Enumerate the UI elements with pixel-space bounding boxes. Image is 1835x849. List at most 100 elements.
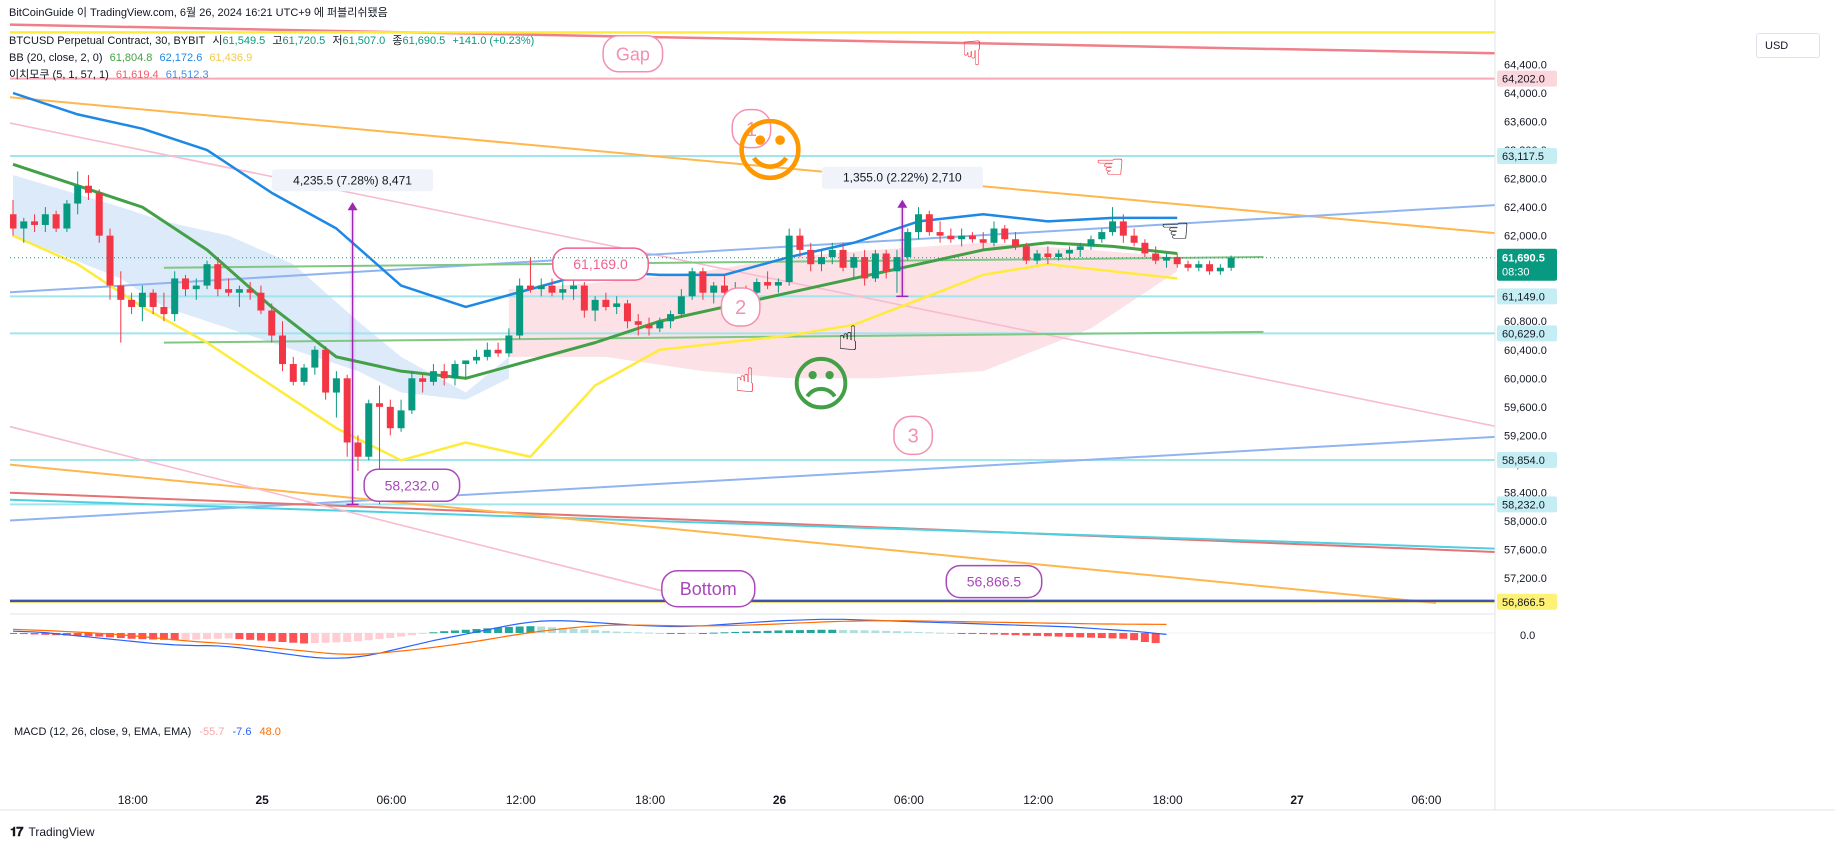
candle-body <box>764 282 772 286</box>
candle-body <box>839 249 847 268</box>
macd-hist-bar <box>1087 633 1095 638</box>
candle-body <box>623 303 631 322</box>
price-tick-label: 57,200.0 <box>1504 573 1547 585</box>
trend-line <box>10 122 1495 428</box>
callout-text: Gap <box>616 44 650 64</box>
candle-body <box>667 314 675 322</box>
macd-hist-bar <box>397 633 406 637</box>
level-price-label: 56,866.5 <box>1502 597 1545 609</box>
level-price-label: 60,629.0 <box>1502 328 1545 340</box>
level-price-label: 64,202.0 <box>1502 74 1545 86</box>
callout-text: 56,866.5 <box>967 574 1022 590</box>
macd-hist-bar <box>224 633 233 639</box>
callout: 58,232.0 <box>363 468 461 503</box>
candle-body <box>785 235 793 283</box>
macd-hist-bar <box>515 626 524 633</box>
candle-body <box>645 324 653 329</box>
currency-selector[interactable]: USD <box>1756 33 1820 58</box>
time-tick-label: 18:00 <box>1153 793 1183 807</box>
ohlc-high: 고61,720.5 <box>272 35 326 47</box>
price-tick-label: 60,000.0 <box>1504 373 1547 385</box>
brand-label: TradingView <box>28 825 95 839</box>
candle-body <box>516 285 524 336</box>
macd-hist-bar <box>332 633 341 643</box>
level-price-label: 58,232.0 <box>1502 499 1545 511</box>
candle-body <box>774 282 782 286</box>
macd-hist-bar <box>828 629 837 633</box>
measure-label: 1,355.0 (2.22%) 2,710 <box>843 171 962 185</box>
callout: Gap <box>602 35 664 73</box>
measure-label: 4,235.5 (7.28%) 8,471 <box>293 173 412 187</box>
candle-body <box>462 360 470 365</box>
candle-body <box>440 371 448 379</box>
macd-hist-bar <box>181 633 190 640</box>
candle-body <box>807 249 815 265</box>
callout: 3 <box>893 415 934 456</box>
candle-body <box>796 235 804 250</box>
candle-body <box>1173 257 1181 265</box>
macd-hist-bar <box>537 626 546 633</box>
macd-hist-bar <box>1043 633 1052 637</box>
candle-body <box>1130 235 1138 243</box>
candle-body <box>1001 228 1009 240</box>
macd-hist-bar <box>785 630 794 633</box>
candle-body <box>343 378 351 443</box>
candle-body <box>95 192 103 236</box>
macd-hist-bar <box>1130 633 1139 641</box>
macd-hist-bar <box>731 631 740 633</box>
price-tick-label: 64,000.0 <box>1504 88 1547 100</box>
macd-hist-bar <box>440 631 449 633</box>
callout-box <box>720 287 761 327</box>
candle-body <box>1033 253 1041 261</box>
macd-hist-bar <box>84 633 93 637</box>
time-tick-label: 06:00 <box>894 793 924 807</box>
candle-body <box>1076 246 1084 250</box>
candle-body <box>10 214 17 229</box>
candle-body <box>1141 242 1149 254</box>
time-tick-label: 27 <box>1290 793 1304 807</box>
macd-hist-bar <box>429 632 438 634</box>
candle-body <box>1044 253 1052 258</box>
time-tick-label: 12:00 <box>1023 793 1053 807</box>
candle-body <box>160 306 168 315</box>
ichimoku-legend[interactable]: 이치모쿠 (5, 1, 57, 1) 61,619.4 61,512.3 <box>9 68 213 82</box>
macd-hist-bar <box>170 633 179 641</box>
macd-hist-bar <box>203 633 212 640</box>
candle-body <box>257 292 265 311</box>
bar-countdown: 08:30 <box>1502 267 1530 279</box>
last-price-label: 61,690.5 <box>1502 253 1545 265</box>
candle-body <box>20 221 28 229</box>
trend-line <box>10 435 1495 522</box>
candle-body <box>634 321 642 325</box>
candle-body <box>1184 264 1192 268</box>
symbol-name[interactable]: BTCUSD Perpetual Contract, 30, BYBIT <box>9 35 206 47</box>
callout-box <box>661 569 756 608</box>
bb-upper-value: 62,172.6 <box>159 52 203 64</box>
candle-body <box>677 296 685 315</box>
footer-brand[interactable]: 𝟏𝟕 TradingView <box>10 824 95 840</box>
macd-hist-bar <box>882 630 891 633</box>
candle-body <box>580 285 588 311</box>
trend-line <box>10 96 1495 235</box>
price-tick-label: 59,600.0 <box>1504 402 1547 414</box>
callout-box <box>363 468 461 503</box>
macd-hist-bar <box>41 633 50 635</box>
candle-body <box>451 364 459 379</box>
bb-lower-value: 61,436.9 <box>209 52 253 64</box>
macd-hist-bar <box>871 630 880 633</box>
candle-body <box>322 349 330 393</box>
callout-box <box>602 35 664 73</box>
macd-hist-bar <box>860 630 869 633</box>
hand-down-icon: ☟ <box>962 34 983 74</box>
macd-hist-bar <box>256 633 265 641</box>
macd-hist-bar <box>569 628 578 633</box>
measure-arrowhead <box>347 202 358 211</box>
macd-hist-bar <box>461 629 470 633</box>
macd-hist-bar <box>159 633 168 640</box>
bb-legend[interactable]: BB (20, close, 2, 0) 61,804.8 62,172.6 6… <box>9 51 256 65</box>
candle-body <box>602 299 610 307</box>
macd-hist-bar <box>1097 633 1106 639</box>
macd-hist-bar <box>752 631 761 633</box>
macd-legend[interactable]: MACD (12, 26, close, 9, EMA, EMA) -55.7 … <box>14 726 286 738</box>
